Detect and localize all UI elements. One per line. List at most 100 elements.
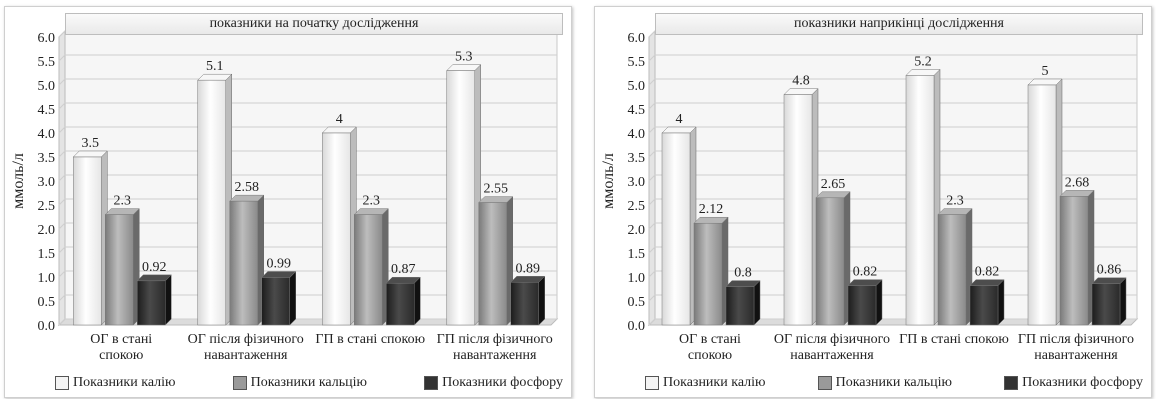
gridline <box>648 54 1137 62</box>
bar-top <box>905 69 941 76</box>
bar-top <box>104 208 140 215</box>
bar-side <box>289 270 296 326</box>
bar-front <box>261 277 290 326</box>
data-label: 3.5 <box>82 136 100 151</box>
legend-swatch <box>1004 376 1019 390</box>
gridline <box>58 246 557 254</box>
bar-top <box>136 274 172 282</box>
legend-label: Показники кальцію <box>250 375 367 390</box>
y-tick-label: 0.0 <box>628 319 646 334</box>
y-tick-label: 1.5 <box>628 247 646 262</box>
bar-top <box>1059 190 1095 197</box>
chart-end: 0.0 0.5 1.0 1.5 2.0 2.5 3.0 3.5 4.0 4.5 5.0 5.5 6.0 м… <box>600 29 1139 363</box>
bar-front <box>661 132 691 326</box>
data-label: 0.99 <box>267 256 292 271</box>
chart-title-box: показники на початку дослідження <box>65 13 563 35</box>
data-label: 4 <box>676 112 683 127</box>
bar <box>725 279 761 326</box>
chart-title-box: показники наприкінці дослідження <box>655 13 1143 35</box>
bar-top <box>261 271 297 278</box>
data-label: 2.3 <box>363 194 381 209</box>
bar <box>1059 189 1095 326</box>
bar <box>446 63 482 326</box>
data-label: 0.92 <box>142 260 167 275</box>
data-label: 2.3 <box>946 194 964 209</box>
gridline <box>648 174 1137 182</box>
bar <box>72 150 108 326</box>
data-label: 0.87 <box>391 262 416 277</box>
y-tick-label: 5.5 <box>38 55 56 70</box>
y-tick-label: 4.0 <box>628 127 646 142</box>
bar-front <box>693 222 723 326</box>
legend-label: Показники калію <box>663 375 766 390</box>
bar <box>693 216 729 326</box>
bar-front <box>847 285 877 326</box>
y-tick-label: 5.5 <box>628 55 646 70</box>
bar <box>969 279 1005 326</box>
y-tick-label: 0.5 <box>628 295 646 310</box>
gridline <box>648 102 1137 110</box>
bar-front <box>354 214 383 326</box>
y-tick-label: 5.0 <box>38 79 56 94</box>
gridline <box>58 126 557 134</box>
legend-label: Показники фосфору <box>1022 375 1143 390</box>
y-tick-label: 4.5 <box>38 103 56 118</box>
data-label: 2.68 <box>1065 175 1090 190</box>
bar-front <box>322 132 351 326</box>
bar <box>197 73 233 326</box>
bar <box>510 275 546 326</box>
bar-front <box>446 70 475 326</box>
legend-item-calcium: Показники кальцію <box>232 375 367 391</box>
chart-title: показники наприкінці дослідження <box>794 16 1004 31</box>
bar-top <box>72 150 108 158</box>
legend-swatch <box>645 376 659 390</box>
bar-side <box>165 274 172 326</box>
y-tick-label: 1.5 <box>38 247 56 262</box>
y-tick-label: 2.5 <box>38 199 56 214</box>
data-label: 5.3 <box>455 50 473 65</box>
bar-top <box>197 73 233 81</box>
gridline <box>58 174 557 182</box>
bar-top <box>693 216 729 224</box>
bar-front <box>725 286 755 326</box>
data-label: 5.2 <box>914 54 932 69</box>
bar-front <box>1091 283 1121 326</box>
bar-front <box>229 200 258 326</box>
y-tick-label: 4.0 <box>38 127 56 142</box>
x-tick-label: ГП в стані спокою <box>315 332 425 347</box>
bar-top <box>661 126 697 134</box>
bar-top <box>321 126 357 134</box>
gridline <box>58 78 557 86</box>
bar <box>104 207 140 326</box>
x-tick-label: ГП після фізичного навантаження <box>437 332 553 363</box>
y-tick-label: 3.0 <box>628 175 646 190</box>
gridline <box>648 222 1137 230</box>
gridline <box>648 78 1137 86</box>
gridline <box>58 198 557 206</box>
gridline <box>58 222 557 230</box>
bar-top <box>937 208 973 215</box>
x-tick-label: ГП після фізичного навантаження <box>1018 332 1134 363</box>
gridline <box>648 270 1137 278</box>
bar <box>136 274 172 326</box>
bar <box>661 126 697 326</box>
bar-top <box>478 196 514 203</box>
bar-top <box>1091 277 1127 284</box>
bar <box>1091 277 1127 326</box>
legend-item-potassium: Показники калію <box>55 375 175 391</box>
y-tick-label: 2.0 <box>38 223 56 238</box>
bar-front <box>510 282 539 326</box>
legend-label: Показники фосфору <box>442 375 563 390</box>
bar-top <box>783 88 819 95</box>
bar-side <box>875 279 883 326</box>
bar-front <box>905 75 935 326</box>
y-tick-label: 4.5 <box>628 103 646 118</box>
legend-swatch <box>55 376 69 390</box>
y-tick-label: 3.5 <box>628 151 646 166</box>
bar <box>385 276 421 326</box>
bar-front <box>197 79 226 326</box>
gridline <box>58 270 557 278</box>
bar <box>815 191 851 326</box>
x-tick-label: ОГ в стані спокою <box>90 332 152 363</box>
y-tick-label: 2.5 <box>628 199 646 214</box>
